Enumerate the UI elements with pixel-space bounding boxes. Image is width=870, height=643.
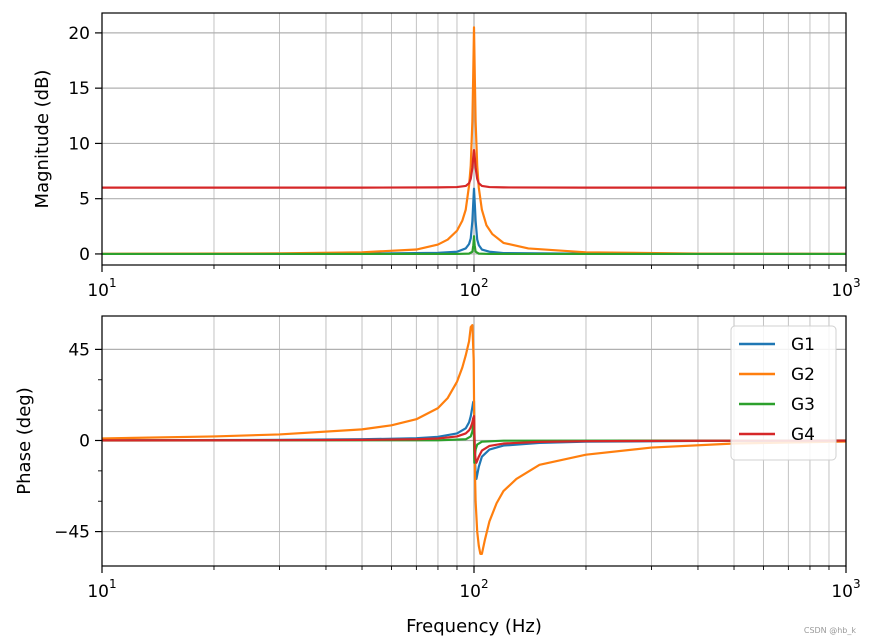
series-line-g1	[102, 187, 846, 256]
y-tick-label: 10	[68, 134, 90, 154]
series-line-g2	[102, 26, 846, 255]
y-axis-title: Magnitude (dB)	[32, 70, 53, 209]
series-line-g4	[102, 148, 846, 189]
series-line-g4	[102, 415, 846, 464]
x-tick-label: 103	[831, 276, 860, 301]
legend: G1 G2 G3 G4	[730, 325, 837, 461]
legend-box	[730, 325, 837, 461]
y-tick-label: 5	[79, 190, 90, 210]
legend-label-g2: G2	[791, 365, 815, 385]
y-tick-label: 20	[68, 24, 90, 44]
legend-label-g3: G3	[791, 395, 815, 415]
axes-frame	[101, 12, 847, 266]
legend-label-g1: G1	[791, 335, 815, 355]
x-axis-title: Frequency (Hz)	[406, 616, 542, 637]
x-tick-label: 102	[459, 276, 488, 301]
y-tick-label: 0	[79, 245, 90, 265]
magnitude-plot: 101 102 103 0 5 10 15 20 Magnitude (dB)	[32, 12, 861, 301]
y-tick-label: 0	[79, 431, 90, 451]
x-tick-label: 103	[831, 577, 860, 602]
grid	[101, 13, 847, 265]
legend-label-g4: G4	[791, 425, 815, 445]
series-lines	[102, 26, 846, 256]
y-axis-title: Phase (deg)	[14, 387, 35, 494]
x-tick-label: 101	[87, 577, 116, 602]
phase-plot: 101 102 103 45 0 −45 Phase (deg) Frequency (Hz)…	[14, 315, 861, 637]
y-tick-label: 45	[68, 340, 90, 360]
series-line-g3	[102, 235, 846, 256]
x-tick-label: 101	[87, 276, 116, 301]
y-tick-label: 15	[68, 79, 90, 99]
watermark: CSDN @hb_k	[803, 626, 856, 635]
x-tick-label: 102	[459, 577, 488, 602]
axes-frame	[101, 315, 847, 567]
y-tick-label: −45	[54, 523, 90, 543]
series-lines	[102, 324, 846, 555]
